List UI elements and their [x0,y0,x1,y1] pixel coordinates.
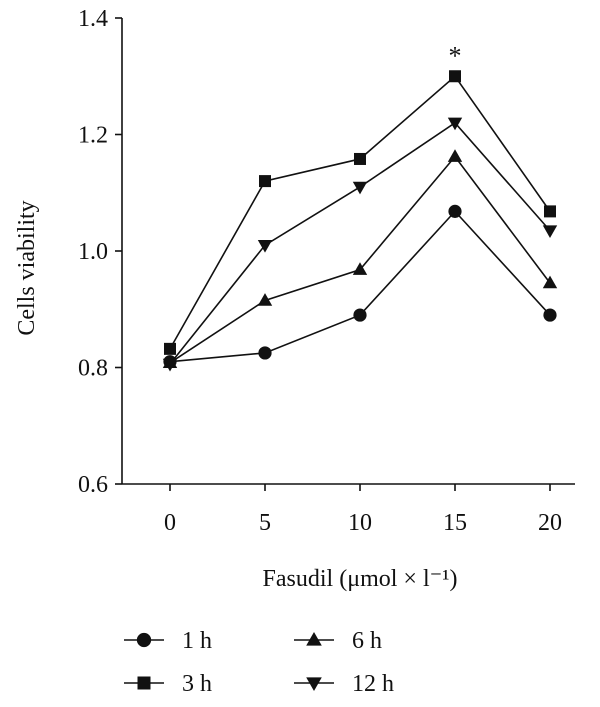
data-point [544,205,556,218]
y-tick-label: 1.2 [78,123,108,149]
data-point [352,262,368,275]
data-point [257,239,273,253]
y-tick-label: 1.0 [78,239,108,265]
y-axis-title: Cells viability [14,200,40,335]
legend-marker [136,632,152,648]
significance-marker: * [449,41,462,70]
y-tick-label: 1.4 [78,6,108,32]
data-point [447,149,463,162]
data-point [259,175,271,188]
legend-item: 1 h [124,628,212,654]
x-tick-label: 10 [348,510,372,536]
series-line [169,210,551,363]
legend-item: 3 h [124,671,212,697]
data-point [542,275,558,289]
data-point [353,308,367,322]
data-point [354,152,366,165]
data-point [543,308,557,322]
x-tick-label: 15 [443,510,467,536]
data-point [257,293,273,306]
legend-marker [306,631,322,646]
data-point [447,117,463,131]
legend: 1 h 3 h 6 h 12 h [124,628,394,697]
y-tick-label: 0.6 [78,472,108,498]
data-point [164,342,176,355]
series-1-h [163,204,557,369]
data-point [542,225,558,239]
y-tick-label: 0.8 [78,356,108,382]
data-point [449,70,461,83]
legend-label: 12 h [352,671,394,697]
data-point [352,181,368,195]
x-axis-title: Fasudil (μmol × l⁻¹) [263,566,458,592]
legend-label: 3 h [182,671,212,697]
series-12-h [162,117,558,372]
legend-label: 1 h [182,628,212,654]
axes: 0.6 0.8 1.0 1.2 1.4 0 5 10 15 20 Fasudil (μmol × l… [14,6,575,592]
legend-item: 6 h [294,628,382,654]
legend-item: 12 h [294,671,394,697]
legend-label: 6 h [352,628,382,654]
data-point [162,358,178,372]
series-3-h [164,70,556,355]
series-group [162,70,558,372]
annotations: * [449,41,462,70]
legend-marker [306,677,322,692]
x-tick-label: 0 [164,510,176,536]
data-point [448,204,462,218]
x-tick-label: 5 [259,510,271,536]
series-line [169,75,551,350]
x-tick-label: 20 [538,510,562,536]
legend-marker [137,676,151,690]
data-point [258,346,272,360]
